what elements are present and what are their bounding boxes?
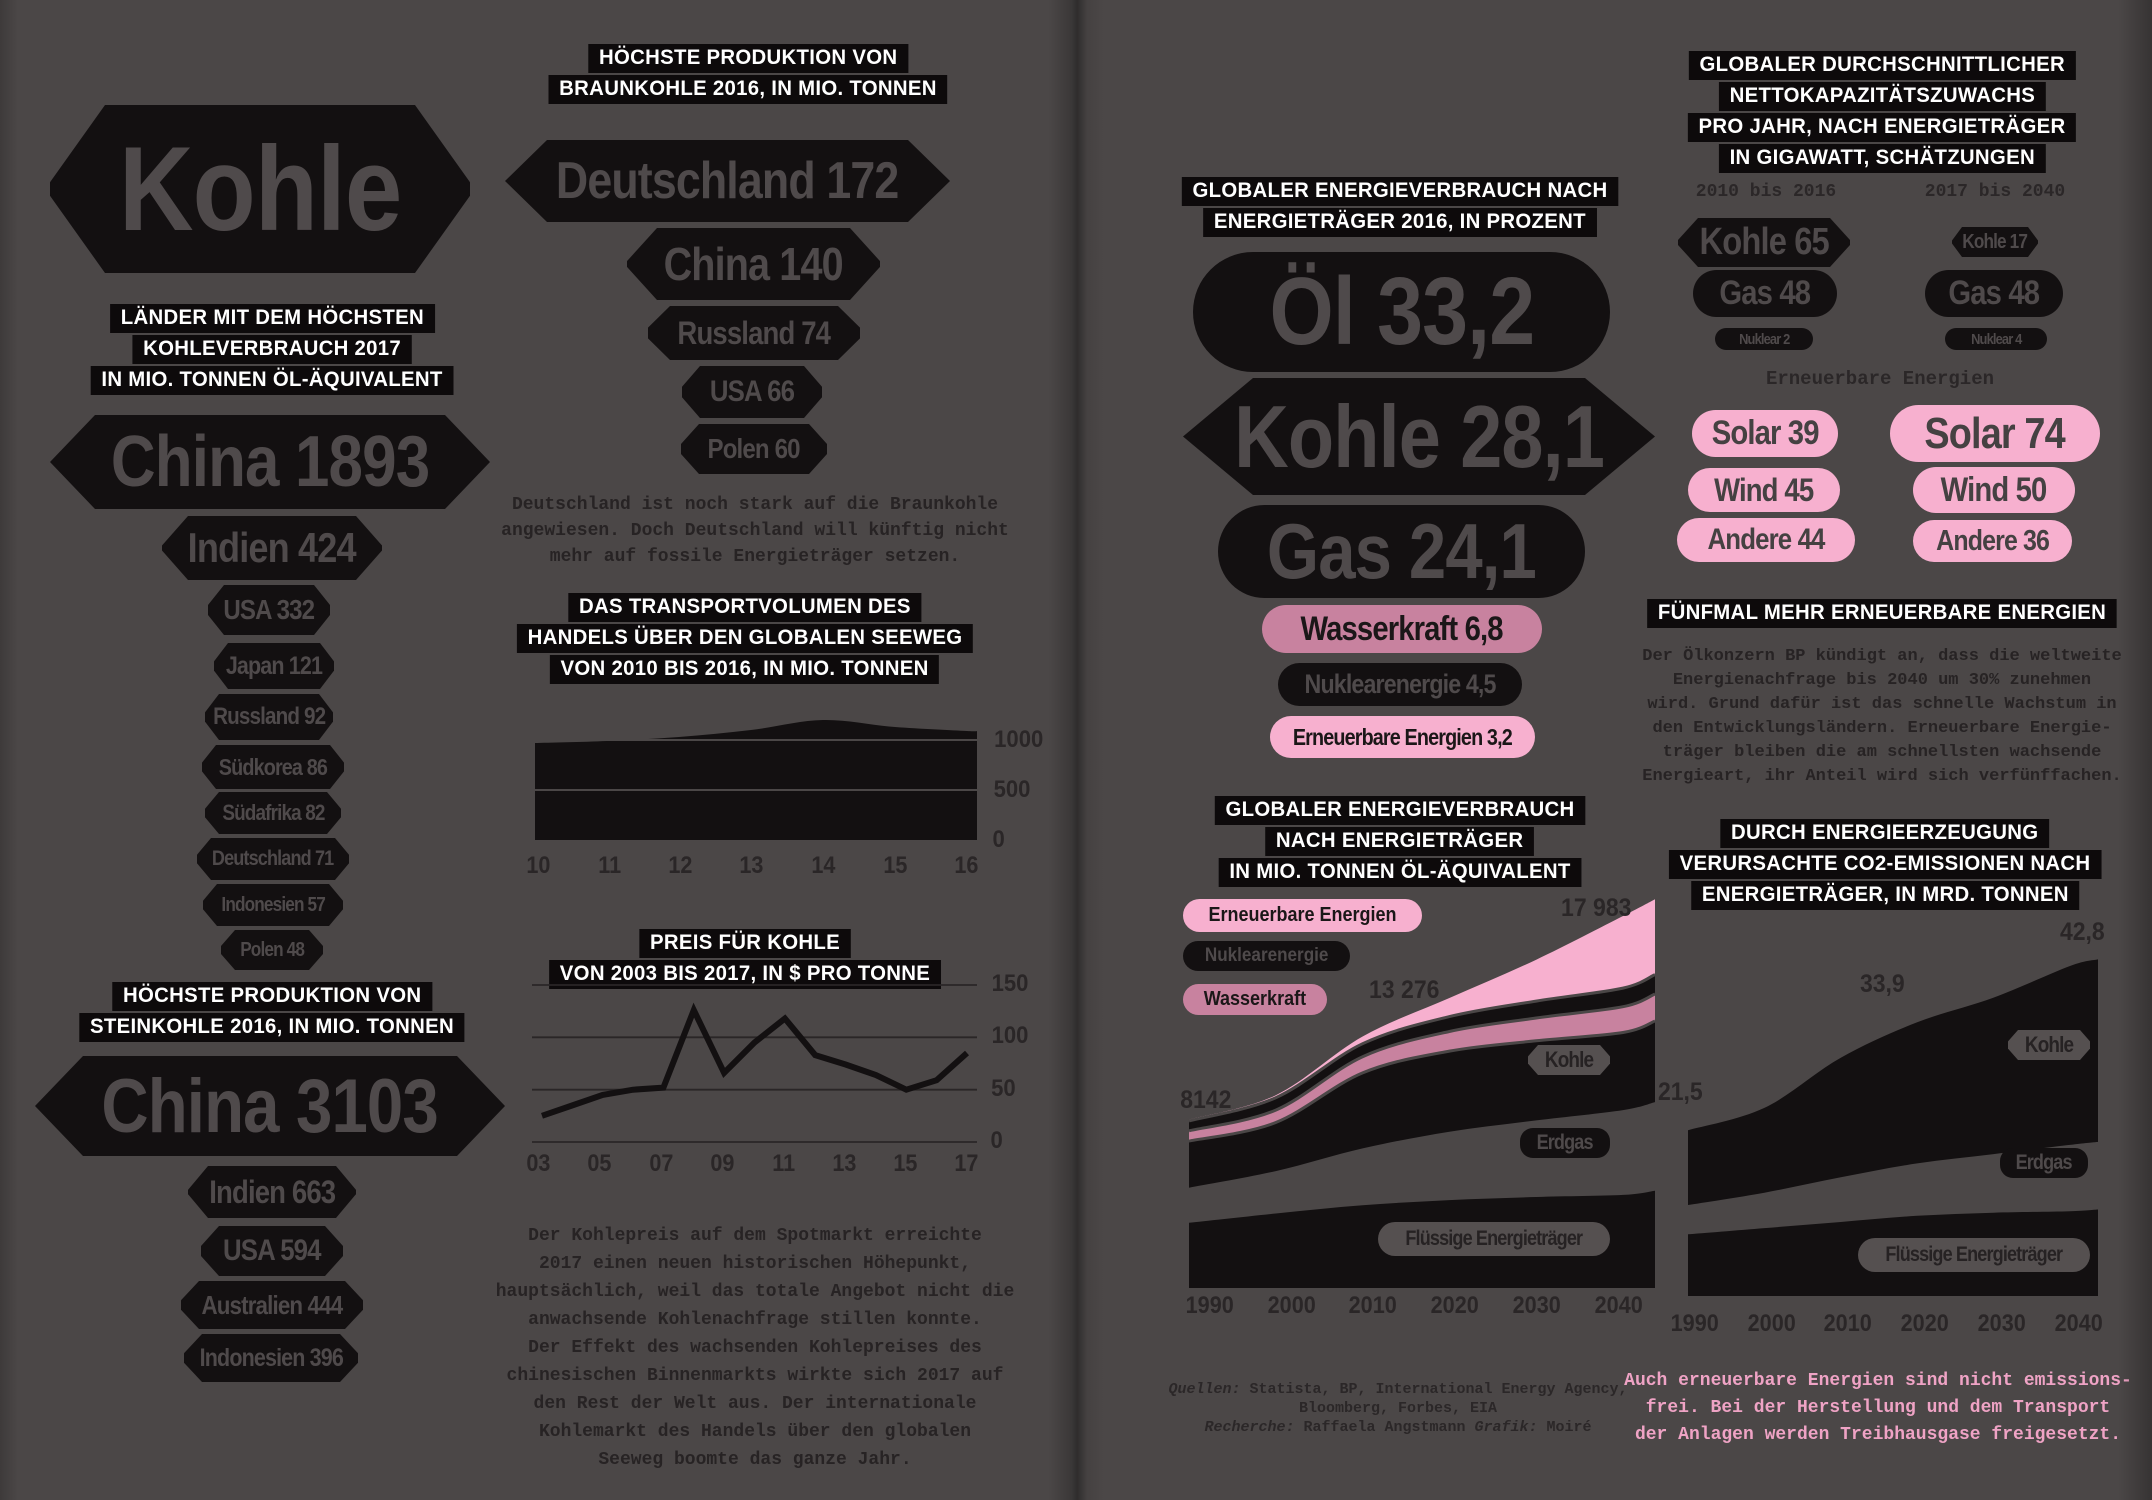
transport-ytick-1000: 1000 (994, 726, 1044, 753)
capacity-left-gas: Gas 48 (1693, 270, 1837, 317)
co2-annotation-1990: 21,5 (1657, 1078, 1703, 1106)
capacity-left-wind: Wind 45 (1688, 468, 1840, 512)
braunkohle-badge-russland: Russland 74 (648, 306, 860, 360)
capacity-right-andere: Andere 36 (1913, 520, 2072, 562)
price-ytick-150: 150 (991, 970, 1029, 997)
price-note: Der Kohlepreis auf dem Spotmarkt erreich… (495, 1226, 1015, 1470)
consumption-badge-suedafrika: Südafrika 82 (205, 792, 341, 834)
header-line: KOHLEVERBRAUCH 2017 (132, 335, 412, 364)
consumption-badge-suedkorea: Südkorea 86 (202, 745, 344, 789)
braunkohle-badge-deutschland: Deutschland 172 (505, 140, 950, 222)
co2-band-label-erdgas: Erdgas (2000, 1148, 2088, 1178)
capacity-left-kohle: Kohle 65 (1678, 218, 1850, 267)
co2-band-label-kohle: Kohle (2008, 1030, 2090, 1060)
co2-band-label-fluessige: Flüssige Energieträger (1858, 1238, 2090, 1272)
header-line: LÄNDER MIT DEM HÖCHSTEN (109, 304, 435, 333)
header-capacity: GLOBALER DURCHSCHNITTLICHER NETTOKAPAZIT… (1682, 50, 2082, 174)
capacity-right-nuklear: Nuklear 4 (1945, 328, 2047, 350)
header-co2: DURCH ENERGIEERZEUGUNG VERURSACHTE CO2-E… (1662, 818, 2108, 911)
mix-badge-kohle: Kohle 28,1 (1183, 378, 1655, 495)
consumption-badge-indien: Indien 424 (162, 516, 382, 580)
capacity-right-wind: Wind 50 (1913, 467, 2075, 513)
transport-ytick-0: 0 (992, 826, 1005, 853)
mix-badge-erneuerbare: Erneuerbare Energien 3,2 (1270, 716, 1535, 758)
renewables-label: Erneuerbare Energien (1765, 368, 1995, 390)
page-title: Kohle (118, 122, 402, 256)
consumption-badge-deutschland: Deutschland 71 (197, 838, 349, 880)
energy-band-label-fluessige: Flüssige Energieträger (1378, 1222, 1610, 1256)
co2-annotation-2040: 42,8 (2059, 918, 2105, 946)
energy-annotation-2040: 17 983 (1561, 894, 1632, 922)
header-energy-consumption: GLOBALER ENERGIEVERBRAUCH NACH ENERGIETR… (1209, 795, 1591, 888)
consumption-badge-china: China 1893 (50, 415, 490, 509)
legend-erneuerbare-energien: Erneuerbare Energien (1183, 899, 1422, 932)
energy-annotation-1990: 8142 (1180, 1086, 1232, 1114)
coal-price-chart (532, 984, 977, 1143)
consumption-badge-japan: Japan 121 (214, 643, 334, 689)
header-mix-2016: GLOBALER ENERGIEVERBRAUCH NACH ENERGIETR… (1175, 176, 1625, 238)
transport-ytick-500: 500 (993, 776, 1031, 803)
consumption-badge-usa: USA 332 (208, 585, 330, 635)
period-label-2017-2040: 2017 bis 2040 (1924, 182, 2066, 202)
mix-badge-oel: Öl 33,2 (1193, 252, 1610, 372)
price-ytick-100: 100 (991, 1022, 1029, 1049)
steinkohle-badge-china: China 3103 (35, 1056, 505, 1156)
capacity-right-gas: Gas 48 (1925, 270, 2063, 317)
transport-volume-chart (535, 719, 977, 840)
steinkohle-badge-indien: Indien 663 (188, 1166, 356, 1218)
co2-x-axis: 1990 2000 2010 2020 2030 2040 (1670, 1310, 2103, 1337)
header-braunkohle: HÖCHSTE PRODUKTION VON BRAUNKOHLE 2016, … (542, 43, 953, 105)
right-page-edge (2118, 0, 2152, 1500)
header-consumption: LÄNDER MIT DEM HÖCHSTEN KOHLEVERBRAUCH 2… (85, 303, 459, 396)
energy-annotation-2015: 13 276 (1369, 976, 1440, 1004)
mix-badge-gas: Gas 24,1 (1218, 505, 1585, 598)
co2-annotation-2014: 33,9 (1859, 970, 1905, 998)
capacity-left-nuklear: Nuklear 2 (1715, 328, 1813, 350)
consumption-badge-indonesien: Indonesien 57 (203, 884, 343, 926)
left-page-edge (0, 0, 18, 1500)
pink-note: Auch erneuerbare Energien sind nicht emi… (1624, 1371, 2132, 1445)
braunkohle-badge-polen: Polen 60 (681, 424, 827, 474)
energy-x-axis: 1990 2000 2010 2020 2030 2040 (1185, 1292, 1643, 1319)
legend-wasserkraft: Wasserkraft (1183, 984, 1327, 1015)
consumption-badge-russland: Russland 92 (205, 694, 333, 740)
capacity-left-solar: Solar 39 (1692, 410, 1838, 457)
sources-label: Quellen: (1168, 1381, 1241, 1398)
transport-x-axis: 10 11 12 13 14 15 16 (526, 852, 979, 879)
header-line: IN MIO. TONNEN ÖL-ÄQUIVALENT (90, 366, 454, 395)
page-fold (1048, 0, 1104, 1500)
title-badge-kohle: Kohle (50, 105, 470, 273)
steinkohle-badge-indonesien: Indonesien 396 (184, 1334, 358, 1382)
grafik-label: Grafik: (1474, 1419, 1538, 1436)
braunkohle-badge-usa: USA 66 (682, 366, 822, 418)
energy-band-label-kohle: Kohle (1528, 1045, 1610, 1075)
energy-band-label-erdgas: Erdgas (1520, 1128, 1610, 1158)
research-label: Recherche: (1204, 1419, 1295, 1436)
header-steinkohle: HÖCHSTE PRODUKTION VON STEINKOHLE 2016, … (73, 981, 470, 1043)
mix-badge-nuklearenergie: Nuklearenergie 4,5 (1278, 663, 1522, 706)
capacity-right-kohle: Kohle 17 (1952, 227, 2038, 257)
header-fuenfmal: FÜNFMAL MEHR ERNEUERBARE ENERGIEN (1640, 598, 2124, 629)
fuenfmal-note: Der Ölkonzern BP kündigt an, dass die we… (1642, 647, 2122, 786)
price-x-axis: 03 05 07 09 11 13 15 17 (526, 1150, 979, 1177)
sources: Quellen: Statista, BP, International Ene… (1168, 1381, 1628, 1436)
braunkohle-badge-china: China 140 (627, 228, 880, 300)
header-transport: DAS TRANSPORTVOLUMEN DES HANDELS ÜBER DE… (510, 592, 980, 685)
capacity-right-solar: Solar 74 (1890, 405, 2100, 462)
price-ytick-50: 50 (991, 1075, 1016, 1102)
legend-nuklearenergie: Nuklearenergie (1183, 941, 1351, 971)
braunkohle-note: Deutschland ist noch stark auf die Braun… (501, 495, 1009, 567)
steinkohle-badge-usa: USA 594 (201, 1226, 343, 1276)
mix-badge-wasserkraft: Wasserkraft 6,8 (1262, 605, 1542, 653)
period-label-2010-2016: 2010 bis 2016 (1695, 182, 1837, 202)
capacity-left-andere: Andere 44 (1677, 518, 1855, 562)
price-ytick-0: 0 (990, 1127, 1003, 1154)
steinkohle-badge-australien: Australien 444 (181, 1281, 363, 1329)
consumption-badge-polen: Polen 48 (221, 930, 323, 970)
